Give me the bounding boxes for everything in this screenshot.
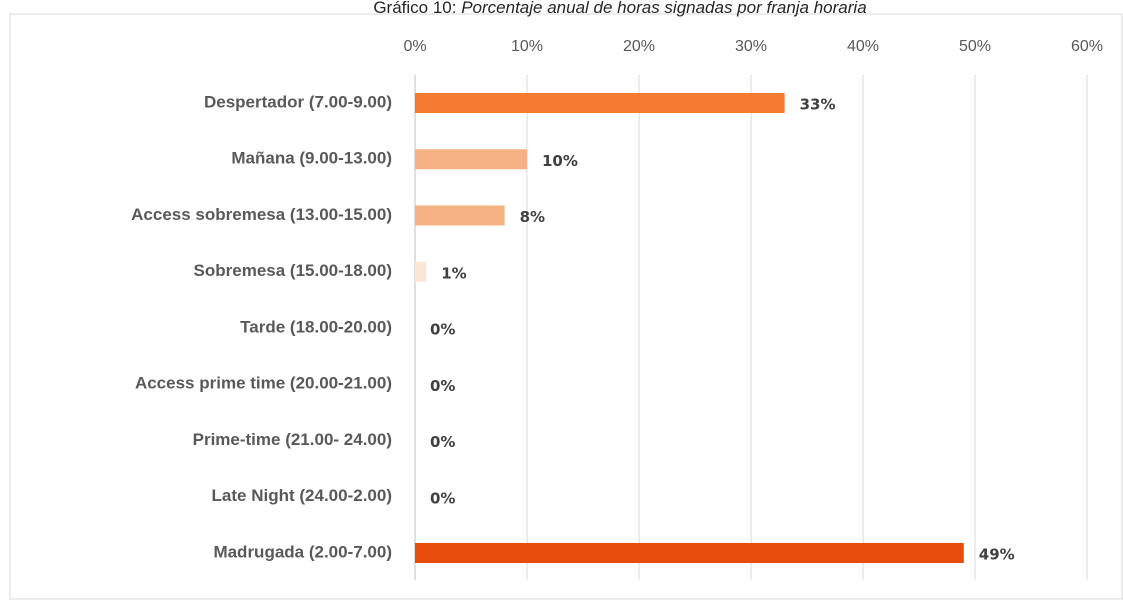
x-tick-label: 10% [511, 38, 543, 55]
y-tick-label: Sobremesa (15.00-18.00) [194, 261, 392, 280]
x-tick-label: 50% [959, 38, 991, 55]
data-label: 0% [430, 489, 455, 507]
y-tick-label: Access sobremesa (13.00-15.00) [131, 205, 392, 224]
y-tick-label: Late Night (24.00-2.00) [212, 486, 392, 505]
y-tick-label: Access prime time (20.00-21.00) [135, 374, 392, 393]
x-tick-label: 60% [1071, 38, 1103, 55]
y-tick-label: Despertador (7.00-9.00) [204, 92, 392, 111]
bar [415, 205, 505, 226]
data-label: 0% [430, 377, 455, 395]
y-tick-label: Mañana (9.00-13.00) [231, 149, 392, 168]
data-label: 8% [520, 208, 545, 226]
chart-title: Gráfico 10: Porcentaje anual de horas si… [373, 0, 866, 17]
x-tick-label: 40% [847, 38, 879, 55]
data-label: 1% [441, 264, 466, 282]
data-label: 0% [430, 321, 455, 339]
y-tick-label: Madrugada (2.00-7.00) [213, 542, 392, 561]
data-label: 49% [979, 546, 1015, 564]
y-tick-label: Prime-time (21.00- 24.00) [193, 430, 392, 449]
x-tick-label: 20% [623, 38, 655, 55]
x-tick-label: 0% [403, 38, 426, 55]
bar [415, 261, 427, 282]
bar [415, 543, 964, 563]
x-tick-label: 30% [735, 38, 767, 55]
data-label: 33% [800, 96, 836, 114]
data-label: 10% [542, 152, 578, 170]
data-label: 0% [430, 433, 455, 451]
bar [415, 93, 785, 113]
chart-frame [9, 13, 1123, 600]
bar [415, 149, 527, 170]
y-tick-label: Tarde (18.00-20.00) [240, 317, 392, 336]
